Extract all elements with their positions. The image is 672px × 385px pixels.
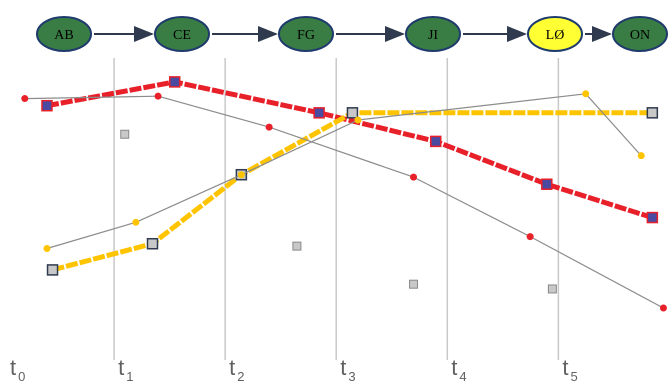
sequence-nodes: AB CE FG JI LØ ON [36, 16, 668, 52]
time-tick-sub: 2 [237, 369, 244, 384]
series-gray-markers-marker [120, 129, 130, 139]
series-red-thin-point [659, 304, 667, 312]
series-yellow-thick-marker [146, 237, 159, 250]
series-red-thin-point [410, 173, 418, 181]
series-gray-markers-marker [409, 279, 419, 289]
sequence-node-1 [154, 16, 210, 52]
time-tick-sub: 5 [570, 369, 577, 384]
series-yellow-thin-point [637, 152, 645, 160]
series-red-thick-marker [646, 211, 659, 224]
sequence-node-4 [527, 16, 583, 52]
series-gray-markers-marker [547, 284, 557, 294]
sequence-node-label: ON [630, 28, 650, 43]
series-red-thin-point [265, 123, 273, 131]
series-red-thick-marker [429, 135, 442, 148]
series-red-thick-marker [168, 76, 181, 88]
series-red-thick-marker [41, 99, 53, 112]
time-tick-main: t [340, 355, 346, 380]
time-tick-main: t [118, 355, 124, 380]
series-yellow-thick-marker [346, 107, 359, 119]
sequence-node-label: FG [297, 28, 315, 43]
series-yellow-thin-point [43, 245, 51, 252]
series-red-thick-marker [541, 178, 553, 190]
sequence-node-0 [36, 16, 92, 52]
series-red-thin-line [24, 95, 664, 309]
series-red-thin-point [21, 95, 29, 103]
series-red-thin-point [526, 233, 534, 241]
series-yellow-thin-point [582, 90, 590, 98]
time-tick-main: t [451, 355, 457, 380]
sequence-node-label: CE [173, 28, 191, 43]
series-gray-markers-marker [292, 241, 302, 251]
series-red-thick-line [46, 79, 654, 220]
series-yellow-thin-point [132, 218, 140, 226]
series-yellow-thin-line [46, 93, 642, 250]
plot-area [21, 76, 667, 312]
sequence-node-3 [405, 16, 461, 52]
series-yellow-thin-point [237, 171, 245, 179]
time-tick-main: t [10, 355, 16, 380]
sequence-node-label: LØ [546, 28, 565, 43]
time-tick-main: t [229, 355, 235, 380]
time-tick-sub: 3 [348, 369, 355, 384]
series-yellow-thick-marker [46, 264, 59, 276]
series-yellow-thick-marker [646, 107, 659, 119]
sequence-node-2 [278, 16, 334, 52]
sequence-node-5 [612, 16, 668, 52]
series-red-thick-marker [313, 107, 325, 119]
series-yellow-thin-point [354, 116, 362, 124]
series-red-thin-point [154, 92, 162, 100]
time-tick-sub: 1 [126, 369, 133, 384]
time-tick-main: t [562, 355, 568, 380]
time-guide-lines [113, 58, 560, 360]
sequence-node-label: AB [54, 28, 73, 43]
time-tick-sub: 0 [18, 369, 25, 384]
sequence-node-label: JI [428, 28, 438, 43]
time-tick-sub: 4 [459, 369, 466, 384]
